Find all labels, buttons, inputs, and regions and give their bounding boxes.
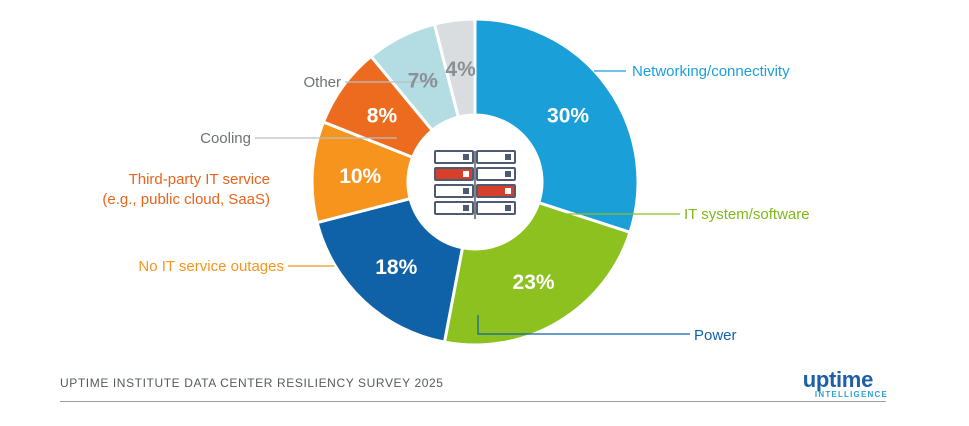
- value-label: 30%: [547, 104, 589, 127]
- leader-lines: [255, 70, 690, 335]
- slice-power: [315, 196, 465, 344]
- category-label: Networking/connectivity: [632, 63, 790, 80]
- value-label: 4%: [445, 58, 476, 81]
- slice-other: [432, 17, 477, 119]
- server-led: [463, 171, 469, 177]
- source-caption: UPTIME INSTITUTE DATA CENTER RESILIENCY …: [60, 376, 444, 390]
- category-labels: Networking/connectivity IT system/softwar…: [102, 63, 809, 344]
- leader-line: [477, 315, 690, 335]
- uptime-logo: uptime INTELLIGENCE: [796, 367, 888, 399]
- server-rack-icon: [409, 116, 541, 248]
- server-led: [463, 205, 469, 211]
- server-led: [463, 154, 469, 160]
- logo-subtitle: INTELLIGENCE: [814, 390, 888, 399]
- category-label: Other: [303, 74, 341, 91]
- footer-divider: [60, 401, 886, 402]
- donut-slices: [310, 17, 640, 347]
- category-label: Cooling: [200, 130, 251, 147]
- logo-wordmark: uptime: [802, 367, 874, 392]
- value-label: 8%: [367, 104, 398, 127]
- server-led: [463, 188, 469, 194]
- value-label: 18%: [375, 256, 417, 279]
- server-led: [505, 154, 511, 160]
- slice-it-system-software: [442, 200, 632, 347]
- value-label: 7%: [408, 70, 439, 93]
- category-label: IT system/software: [684, 206, 810, 223]
- server-led: [505, 205, 511, 211]
- value-label: 10%: [339, 165, 381, 188]
- server-led: [505, 188, 511, 194]
- category-label: Third-party IT service: [129, 171, 270, 188]
- category-label: Power: [694, 327, 737, 344]
- slice-networking-connectivity: [473, 17, 640, 235]
- value-label: 23%: [513, 271, 555, 294]
- server-led: [505, 171, 511, 177]
- value-labels: 30% 23% 18% 10% 8% 7% 4%: [339, 58, 589, 294]
- category-label: No IT service outages: [138, 258, 284, 275]
- category-label-line2: (e.g., public cloud, SaaS): [102, 191, 270, 208]
